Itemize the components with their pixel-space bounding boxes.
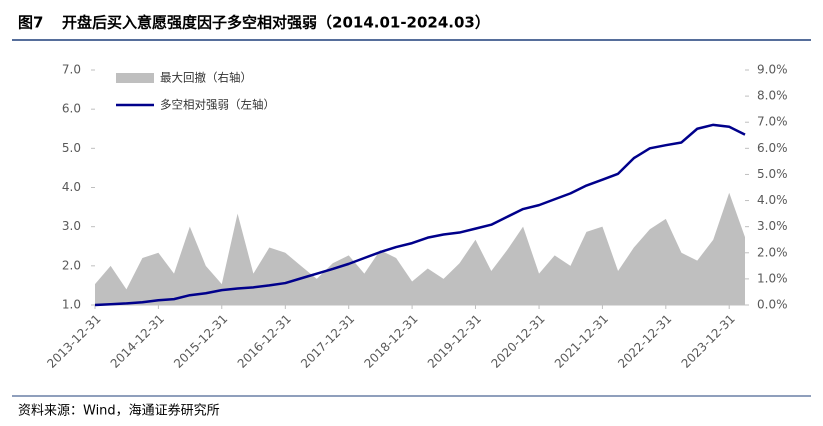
- y-tick-label: 7.0: [62, 63, 81, 77]
- y2-tick-label: 3.0%: [757, 219, 788, 233]
- x-tick-label: 2014-12-31: [108, 312, 167, 371]
- source: 资料来源：Wind，海通证券研究所: [18, 403, 220, 419]
- y2-tick-label: 7.0%: [757, 115, 788, 129]
- legend-swatch: [116, 73, 154, 83]
- y-tick-label: 3.0: [62, 219, 81, 233]
- legend-label: 多空相对强弱（左轴）: [160, 98, 275, 112]
- x-tick-label: 2021-12-31: [552, 312, 611, 371]
- area: [95, 192, 745, 305]
- y2-tick-label: 1.0%: [757, 271, 788, 285]
- x-tick-label: 2017-12-31: [298, 312, 357, 371]
- y-tick-label: 6.0: [62, 102, 81, 116]
- x-tick-label: 2015-12-31: [171, 312, 230, 371]
- y2-tick-label: 9.0%: [757, 63, 788, 77]
- x-tick-label: 2018-12-31: [361, 312, 420, 371]
- y2-tick-label: 8.0%: [757, 89, 788, 103]
- y2-tick-label: 6.0%: [757, 141, 788, 155]
- legend-label: 最大回撤（右轴）: [160, 71, 252, 85]
- y2-tick-label: 0.0%: [757, 298, 788, 312]
- x-tick-label: 2022-12-31: [615, 312, 674, 371]
- y-tick-label: 5.0: [62, 141, 81, 155]
- y2-tick-label: 5.0%: [757, 167, 788, 181]
- chart-title: 开盘后买入意愿强度因子多空相对强弱（2014.01-2024.03）: [62, 14, 490, 32]
- y2-tick-label: 4.0%: [757, 193, 788, 207]
- figure-label: 图7: [18, 14, 43, 32]
- y2-tick-label: 2.0%: [757, 245, 788, 259]
- x-tick-label: 2020-12-31: [488, 312, 547, 371]
- x-tick-label: 2023-12-31: [679, 312, 738, 371]
- line: [94, 123, 746, 307]
- x-tick-label: 2013-12-31: [44, 312, 103, 371]
- x-tick-label: 2019-12-31: [425, 312, 484, 371]
- x-tick-label: 2016-12-31: [235, 312, 294, 371]
- y-tick-label: 1.0: [62, 298, 81, 312]
- y-tick-label: 2.0: [62, 258, 81, 272]
- y-tick-label: 4.0: [62, 180, 81, 194]
